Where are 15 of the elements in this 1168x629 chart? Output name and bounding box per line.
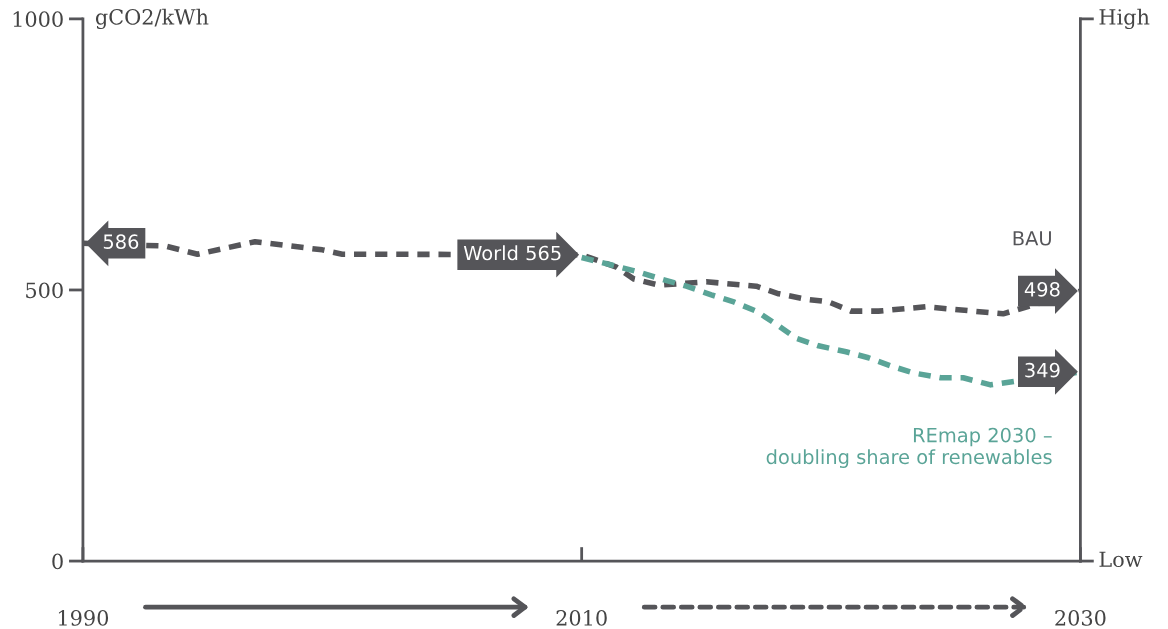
text: REmap 2030 – doubling share of renewables [766,427,1052,468]
x-tick-label: 2030 [1055,610,1106,626]
y-axis-title: gCO2/kWh [95,8,209,30]
y-tick-label: 1000 [13,11,63,28]
y-tick-label: 500 [26,282,63,299]
x-tick-label: 1990 [58,610,109,626]
x-tick-label: 2010 [556,610,607,626]
text: High [1099,8,1150,30]
data-label: 349 [1025,362,1060,378]
text: Low [1099,551,1143,568]
data-label: 498 [1024,281,1060,297]
text: BAU [1013,231,1051,246]
y-tick-label: 0 [52,553,63,570]
data-label: 586 [103,234,139,249]
data-label: World 565 [463,245,561,261]
